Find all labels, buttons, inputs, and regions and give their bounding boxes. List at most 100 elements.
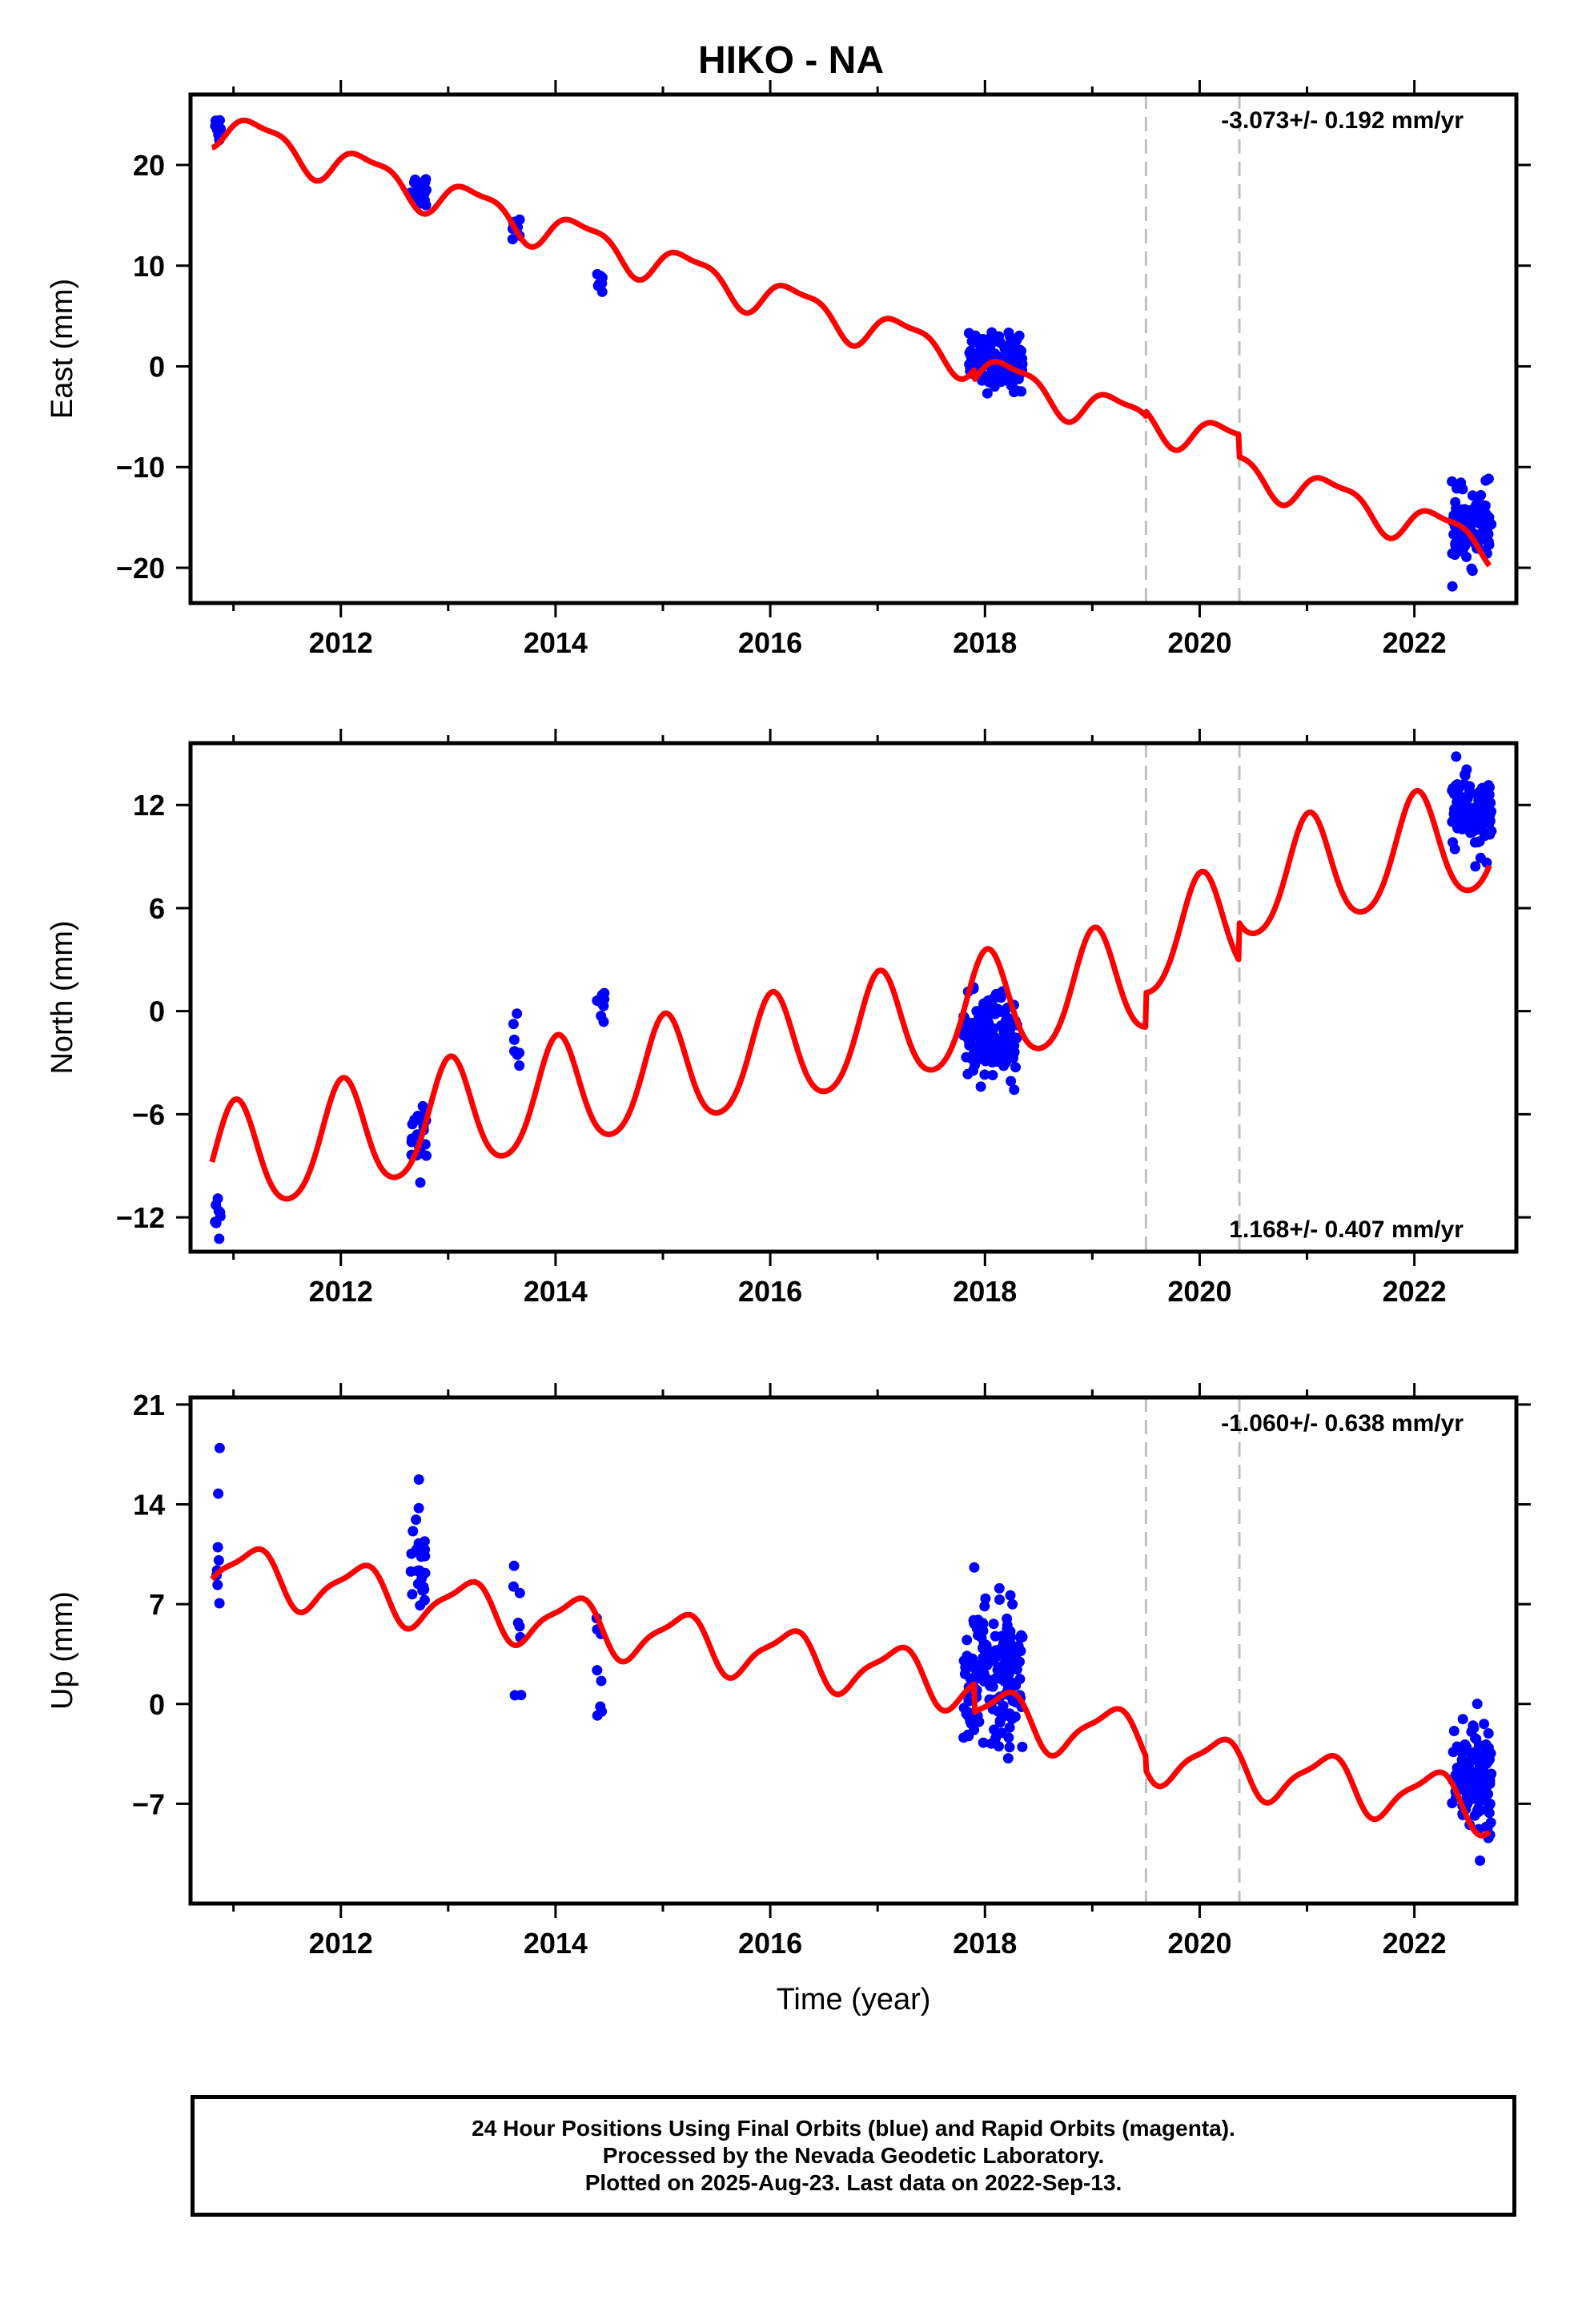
data-point: [979, 1069, 990, 1080]
footer-caption-box: 24 Hour Positions Using Final Orbits (bl…: [191, 2095, 1516, 2217]
data-point: [1471, 499, 1482, 510]
data-point: [1006, 1713, 1018, 1724]
data-point: [995, 992, 1006, 1003]
data-point: [1448, 808, 1460, 819]
data-point: [508, 1019, 519, 1030]
data-point: [592, 1665, 603, 1676]
data-point: [412, 1566, 423, 1577]
x-tick-label: 2014: [524, 626, 588, 659]
y-tick-label: 14: [133, 1489, 165, 1522]
data-point: [1012, 348, 1023, 360]
data-point: [982, 388, 993, 399]
data-point: [1002, 1022, 1014, 1033]
data-point: [212, 1579, 223, 1590]
data-point: [1470, 825, 1481, 836]
data-point: [407, 1589, 418, 1600]
data-point: [214, 1598, 225, 1609]
data-point: [978, 1658, 990, 1669]
data-point: [420, 176, 431, 187]
data-point: [1002, 1613, 1013, 1624]
data-point: [1447, 581, 1458, 592]
data-point: [1466, 788, 1477, 798]
data-point: [962, 1710, 974, 1721]
data-point: [1484, 1800, 1495, 1811]
data-point: [975, 1081, 986, 1092]
data-point: [988, 1655, 999, 1667]
data-point: [514, 1621, 525, 1632]
data-point: [215, 115, 225, 126]
y-tick-label: −12: [116, 1201, 165, 1234]
data-point: [211, 1217, 222, 1228]
y-tick-label: 7: [149, 1588, 165, 1621]
data-point: [1458, 1758, 1469, 1769]
data-point: [1017, 359, 1028, 370]
data-point: [978, 1737, 989, 1748]
data-point: [1006, 380, 1017, 391]
data-point: [598, 1016, 609, 1027]
data-point: [514, 1047, 525, 1059]
data-point: [1010, 1680, 1022, 1691]
data-point: [966, 336, 978, 347]
model-curve-north: [209, 787, 1492, 1202]
data-point: [1004, 1742, 1015, 1753]
data-point: [1005, 1049, 1016, 1060]
panel-up: 2012 2014 2016 2018 2020 2022 −7 0 7 14 21 Up (mm) T…: [46, 1383, 1531, 2016]
data-point: [1016, 1630, 1026, 1641]
data-point: [213, 1554, 224, 1566]
data-point: [1472, 1699, 1483, 1710]
y-axis-label: Up (mm): [46, 1591, 79, 1710]
data-point: [1469, 802, 1480, 814]
data-point: [1014, 1656, 1025, 1667]
data-point: [1484, 806, 1495, 817]
data-point: [1017, 1741, 1028, 1752]
data-point: [978, 334, 989, 344]
x-tick-label: 2016: [738, 1927, 802, 1960]
data-point: [1010, 1062, 1021, 1073]
y-axis-label: North (mm): [46, 920, 79, 1074]
rate-label: -1.060+/- 0.638 mm/yr: [1221, 1410, 1464, 1437]
data-point: [1467, 490, 1478, 501]
panel-frame-north: [188, 741, 1519, 1254]
panel-frame-east: [188, 92, 1519, 605]
data-point: [413, 1474, 424, 1485]
data-point: [592, 995, 603, 1006]
data-point: [1472, 1755, 1483, 1767]
data-point: [1475, 852, 1486, 863]
data-point: [419, 187, 430, 199]
x-tick-label: 2020: [1167, 626, 1231, 659]
data-point: [409, 1114, 420, 1125]
data-point: [1007, 1598, 1018, 1610]
data-point: [975, 1669, 986, 1680]
y-tick-label: 0: [149, 995, 165, 1028]
x-tick-label: 2022: [1383, 1927, 1447, 1960]
data-point: [514, 1060, 525, 1072]
data-point: [592, 1710, 603, 1721]
data-point: [999, 1676, 1010, 1687]
y-tick-label: −6: [132, 1098, 165, 1131]
y-tick-label: 10: [133, 250, 165, 283]
panel-east: 2012 2014 2016 2018 2020 2022 −20 −10 0 10 20 East …: [46, 80, 1531, 659]
panel-frame-up: [188, 1395, 1519, 1906]
data-point: [1479, 1719, 1490, 1730]
data-point: [1447, 1798, 1458, 1808]
data-point: [988, 1618, 999, 1630]
data-point: [1483, 1728, 1494, 1739]
data-point: [1472, 1805, 1483, 1816]
model-curve-up: [210, 1546, 1492, 1839]
data-point: [214, 1442, 225, 1454]
data-point: [411, 1514, 422, 1526]
data-point: [1457, 1714, 1468, 1725]
data-point: [978, 1642, 990, 1654]
x-tick-label: 2012: [309, 1927, 373, 1960]
data-point: [980, 1593, 991, 1604]
data-point: [211, 124, 223, 135]
data-point: [595, 1701, 606, 1712]
data-point: [1468, 1793, 1479, 1804]
data-point: [973, 1614, 984, 1626]
data-point: [1006, 1631, 1016, 1642]
model-curve-east: [210, 117, 1492, 568]
data-point: [958, 1655, 970, 1667]
footer-line-3: Plotted on 2025-Aug-23. Last data on 202…: [584, 2170, 1122, 2195]
data-point: [1459, 804, 1469, 815]
